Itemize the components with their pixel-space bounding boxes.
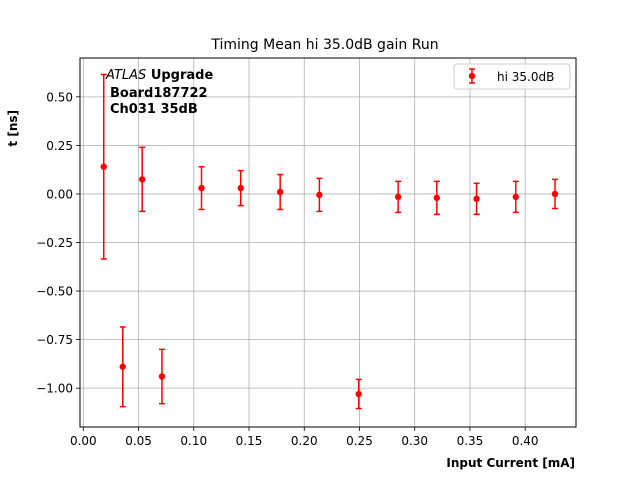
x-tick-label: 0.40: [512, 434, 539, 448]
point-marker: [512, 193, 519, 201]
x-axis-label: Input Current [mA]: [446, 456, 575, 470]
upgrade-label: Upgrade: [151, 68, 214, 83]
x-axis: 0.00 0.05 0.10 0.15 0.20 0.25 0.30 0.35 0.40: [70, 427, 539, 448]
grid-lines: [80, 58, 576, 427]
y-axis-label: t [ns]: [6, 110, 20, 147]
x-tick-label: 0.10: [180, 434, 207, 448]
y-axis: 0.50 0.25 0.00 −0.25 −0.50 −0.75 −1.00: [36, 90, 80, 396]
y-tick-label: −1.00: [36, 382, 73, 396]
data-point: [276, 173, 284, 211]
data-series: [100, 73, 559, 410]
x-tick-label: 0.30: [401, 434, 428, 448]
point-marker: [394, 193, 402, 201]
point-marker: [138, 176, 146, 183]
y-tick-label: 0.25: [46, 139, 73, 153]
y-tick-label: −0.50: [36, 285, 73, 299]
x-tick-label: 0.00: [70, 434, 97, 448]
channel-annotation: Ch031 35dB: [110, 102, 198, 117]
data-point: [237, 169, 244, 207]
x-tick-label: 0.25: [346, 434, 373, 448]
y-tick-label: −0.75: [36, 333, 73, 347]
data-point: [551, 178, 559, 210]
data-point: [198, 166, 205, 211]
legend-box: [453, 63, 571, 90]
x-tick-label: 0.15: [236, 434, 263, 448]
legend-marker: [468, 72, 476, 80]
x-tick-label: 0.20: [291, 434, 318, 448]
y-tick-label: 0.00: [46, 187, 73, 201]
data-point: [316, 177, 323, 213]
data-point: [394, 180, 402, 214]
point-marker: [237, 184, 244, 192]
x-tick-label: 0.35: [457, 434, 484, 448]
data-point: [512, 180, 519, 214]
point-marker: [276, 188, 284, 196]
atlas-annotation: ATLAS Upgrade: [105, 68, 213, 83]
legend-entry: hi 35.0dB: [497, 70, 554, 84]
point-marker: [355, 390, 362, 398]
y-tick-label: −0.25: [36, 236, 73, 250]
x-tick-label: 0.05: [125, 434, 152, 448]
point-marker: [198, 184, 205, 192]
atlas-label: ATLAS: [105, 68, 146, 83]
data-point: [158, 348, 166, 405]
data-point: [100, 73, 107, 260]
point-marker: [119, 363, 126, 370]
point-marker: [158, 373, 166, 380]
chart-title: Timing Mean hi 35.0dB gain Run: [210, 37, 438, 53]
point-marker: [551, 190, 559, 198]
data-point: [355, 378, 362, 410]
legend: hi 35.0dB: [453, 63, 571, 90]
point-marker: [473, 195, 480, 203]
board-annotation: Board187722: [110, 86, 208, 101]
data-point: [138, 146, 146, 213]
data-point: [119, 326, 126, 408]
y-tick-label: 0.50: [46, 90, 73, 104]
point-marker: [100, 163, 107, 170]
data-point: [433, 180, 441, 216]
point-marker: [433, 194, 441, 202]
point-marker: [316, 191, 323, 199]
data-point: [473, 182, 480, 216]
